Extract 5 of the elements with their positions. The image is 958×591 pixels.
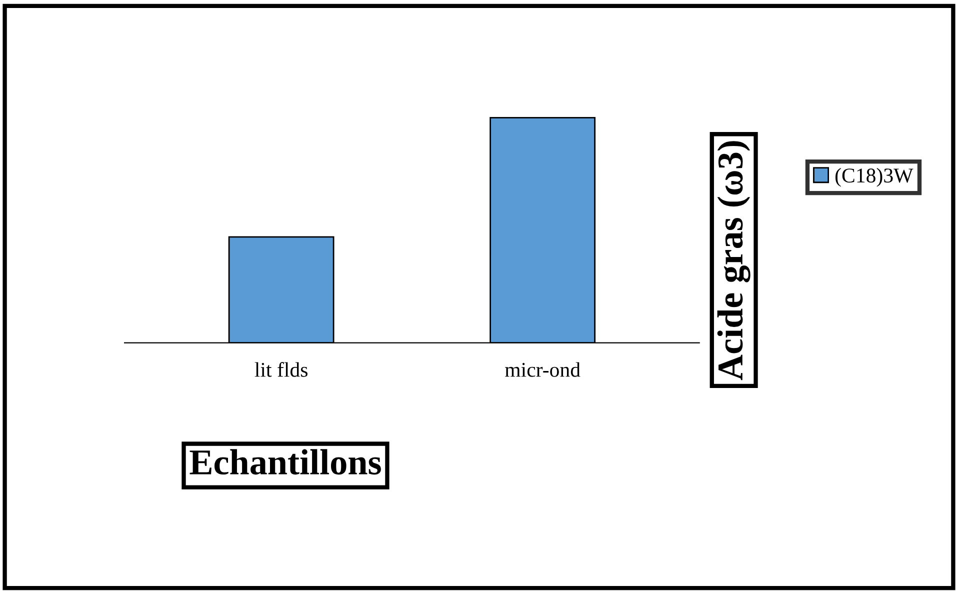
x-tick-label: lit flds	[254, 362, 308, 377]
legend-label: (C18)3W	[835, 168, 914, 187]
x-axis-title: Echantillons	[190, 449, 381, 475]
x-tick-label: micr-ond	[505, 362, 580, 377]
y-axis-title: Acide gras (ω3)	[717, 141, 750, 380]
